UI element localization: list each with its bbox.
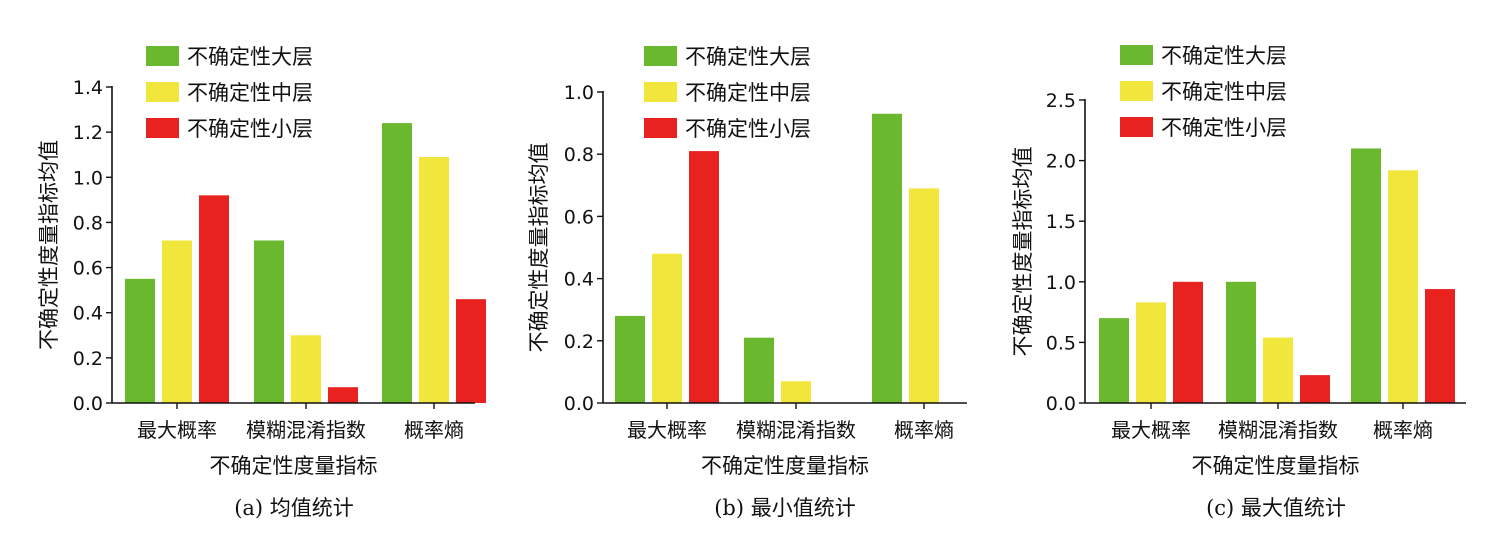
bar-3-1 xyxy=(689,151,719,403)
bar-2-3 xyxy=(1388,170,1418,403)
panel-caption: (b) 最小值统计 xyxy=(714,496,856,520)
y-tick-label: 0.4 xyxy=(73,303,103,325)
bar-3-3 xyxy=(456,299,486,403)
y-tick-label: 2.0 xyxy=(1046,151,1076,173)
legend-swatch-3 xyxy=(146,118,179,138)
panel-caption: (a) 均值统计 xyxy=(234,496,354,520)
y-tick-label: 1.0 xyxy=(73,167,103,189)
bar-1-1 xyxy=(1099,318,1129,403)
y-axis-label: 不确定性度量指标均值 xyxy=(527,143,551,353)
legend-label-3: 不确定性小层 xyxy=(685,117,811,141)
x-tick-label: 模糊混淆指数 xyxy=(246,418,366,442)
panel-caption: (c) 最大值统计 xyxy=(1206,496,1346,520)
x-tick-label: 概率熵 xyxy=(1373,418,1433,442)
y-tick-label: 1.4 xyxy=(73,77,103,99)
bar-1-3 xyxy=(1351,148,1381,403)
bar-2-3 xyxy=(909,188,939,403)
x-tick-label: 模糊混淆指数 xyxy=(736,418,856,442)
y-tick-label: 0.0 xyxy=(564,393,594,415)
legend-swatch-3 xyxy=(644,118,677,138)
bar-2-2 xyxy=(1263,337,1293,403)
bar-1-2 xyxy=(254,240,284,403)
y-tick-label: 1.0 xyxy=(1046,272,1076,294)
bar-2-2 xyxy=(291,335,321,403)
bar-2-1 xyxy=(162,240,192,403)
bar-3-1 xyxy=(1173,281,1203,403)
y-tick-label: 0.2 xyxy=(73,348,103,370)
legend-label-3: 不确定性小层 xyxy=(1161,116,1287,140)
legend-swatch-1 xyxy=(644,46,677,66)
y-tick-label: 0.2 xyxy=(564,331,594,353)
y-axis-label: 不确定性度量指标均值 xyxy=(1011,147,1035,357)
legend-label-3: 不确定性小层 xyxy=(187,117,313,141)
x-tick-label: 概率熵 xyxy=(894,418,954,442)
y-tick-label: 1.0 xyxy=(564,82,594,104)
x-axis-label: 不确定性度量指标 xyxy=(1192,454,1360,478)
legend-swatch-2 xyxy=(644,82,677,102)
bar-2-3 xyxy=(419,156,449,403)
legend-label-2: 不确定性中层 xyxy=(187,81,313,105)
legend-swatch-3 xyxy=(1120,117,1153,137)
bar-1-3 xyxy=(872,113,902,404)
legend-label-2: 不确定性中层 xyxy=(1161,80,1287,104)
x-axis-label: 不确定性度量指标 xyxy=(701,454,869,478)
legend-label-2: 不确定性中层 xyxy=(685,81,811,105)
x-axis-label: 不确定性度量指标 xyxy=(210,454,378,478)
y-tick-label: 1.2 xyxy=(73,122,103,144)
bar-2-2 xyxy=(781,381,811,403)
x-tick-label: 最大概率 xyxy=(627,418,707,442)
y-tick-label: 1.5 xyxy=(1046,211,1076,233)
legend-swatch-1 xyxy=(1120,45,1153,65)
y-tick-label: 0.0 xyxy=(1046,393,1076,415)
legend-swatch-2 xyxy=(146,82,179,102)
bar-2-1 xyxy=(652,253,682,403)
y-tick-label: 0.8 xyxy=(73,212,103,234)
legend-label-1: 不确定性大层 xyxy=(685,45,811,69)
y-tick-label: 2.5 xyxy=(1046,90,1076,112)
y-tick-label: 0.8 xyxy=(564,144,594,166)
bar-3-2 xyxy=(328,387,358,403)
x-tick-label: 模糊混淆指数 xyxy=(1218,418,1338,442)
y-axis-label: 不确定性度量指标均值 xyxy=(37,140,61,350)
y-tick-label: 0.6 xyxy=(564,206,594,228)
y-tick-label: 0.4 xyxy=(564,269,594,291)
legend-label-1: 不确定性大层 xyxy=(187,45,313,69)
bar-3-1 xyxy=(199,195,229,403)
bar-1-3 xyxy=(382,123,412,403)
y-tick-label: 0.5 xyxy=(1046,332,1076,354)
legend-swatch-2 xyxy=(1120,81,1153,101)
x-tick-label: 最大概率 xyxy=(137,418,217,442)
bar-1-1 xyxy=(615,315,645,403)
bar-1-2 xyxy=(1226,281,1256,403)
bar-1-1 xyxy=(125,278,155,403)
y-tick-label: 0.6 xyxy=(73,258,103,280)
bar-1-2 xyxy=(744,337,774,403)
legend-label-1: 不确定性大层 xyxy=(1161,44,1287,68)
bar-3-3 xyxy=(1425,289,1455,403)
bar-3-2 xyxy=(1300,375,1330,403)
x-tick-label: 最大概率 xyxy=(1111,418,1191,442)
bar-2-1 xyxy=(1136,302,1166,403)
legend-swatch-1 xyxy=(146,46,179,66)
y-tick-label: 0.0 xyxy=(73,393,103,415)
x-tick-label: 概率熵 xyxy=(404,418,464,442)
